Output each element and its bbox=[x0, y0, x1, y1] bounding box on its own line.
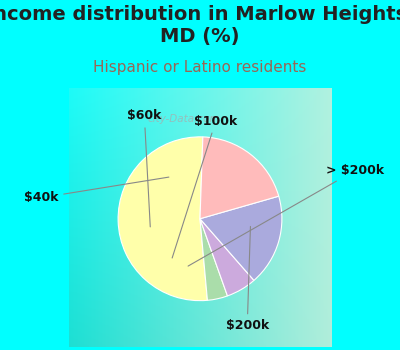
Wedge shape bbox=[200, 137, 279, 219]
Text: $60k: $60k bbox=[127, 109, 162, 227]
Text: Income distribution in Marlow Heights,
MD (%): Income distribution in Marlow Heights, M… bbox=[0, 5, 400, 46]
Wedge shape bbox=[200, 219, 254, 296]
Wedge shape bbox=[118, 137, 208, 301]
Text: $200k: $200k bbox=[226, 226, 269, 332]
Text: $100k: $100k bbox=[172, 114, 237, 258]
Text: city-Data.com: city-Data.com bbox=[148, 114, 220, 124]
Text: $40k: $40k bbox=[24, 177, 169, 204]
Wedge shape bbox=[200, 196, 282, 280]
Wedge shape bbox=[200, 219, 228, 300]
Text: > $200k: > $200k bbox=[188, 164, 384, 266]
Text: Hispanic or Latino residents: Hispanic or Latino residents bbox=[93, 60, 307, 75]
